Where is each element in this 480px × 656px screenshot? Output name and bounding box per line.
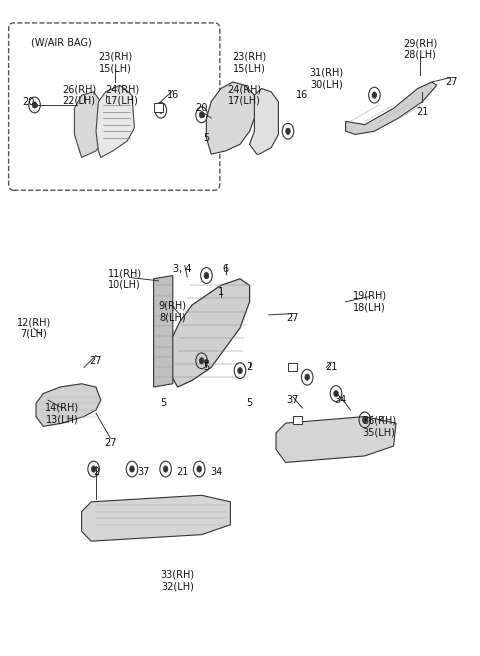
- Polygon shape: [82, 495, 230, 541]
- Text: 27: 27: [287, 313, 299, 323]
- Text: 27: 27: [445, 77, 457, 87]
- Text: 29(RH)
28(LH): 29(RH) 28(LH): [403, 39, 437, 60]
- Text: 5: 5: [246, 398, 253, 409]
- Circle shape: [32, 102, 37, 108]
- Text: 5: 5: [203, 362, 210, 373]
- Text: 37: 37: [138, 467, 150, 478]
- Text: (W/AIR BAG): (W/AIR BAG): [31, 37, 92, 48]
- Circle shape: [362, 417, 367, 423]
- Text: 23(RH)
15(LH): 23(RH) 15(LH): [232, 52, 267, 73]
- FancyBboxPatch shape: [9, 23, 220, 190]
- Text: 2: 2: [246, 362, 253, 373]
- Text: 11(RH)
10(LH): 11(RH) 10(LH): [108, 268, 142, 289]
- Text: 24(RH)
17(LH): 24(RH) 17(LH): [228, 85, 262, 106]
- Text: 27: 27: [90, 356, 102, 366]
- Text: 21: 21: [416, 106, 429, 117]
- Polygon shape: [250, 89, 278, 154]
- Polygon shape: [74, 92, 106, 157]
- Circle shape: [163, 466, 168, 472]
- Text: 20: 20: [195, 103, 208, 113]
- Circle shape: [197, 466, 202, 472]
- Text: 6: 6: [223, 264, 228, 274]
- Circle shape: [372, 92, 377, 98]
- Text: 9(RH)
8(LH): 9(RH) 8(LH): [159, 301, 187, 322]
- Polygon shape: [154, 276, 173, 387]
- Polygon shape: [346, 82, 437, 134]
- Text: 24(RH)
17(LH): 24(RH) 17(LH): [106, 85, 140, 106]
- Text: 20: 20: [23, 96, 35, 107]
- Text: 12(RH)
7(LH): 12(RH) 7(LH): [16, 318, 51, 338]
- Circle shape: [158, 107, 163, 113]
- Circle shape: [286, 128, 290, 134]
- Bar: [293, 415, 302, 424]
- Text: 16: 16: [167, 90, 179, 100]
- Circle shape: [130, 466, 134, 472]
- Text: 3, 4: 3, 4: [173, 264, 192, 274]
- Polygon shape: [168, 279, 250, 387]
- Circle shape: [204, 272, 209, 279]
- Text: 21: 21: [176, 467, 189, 478]
- Text: 33(RH)
32(LH): 33(RH) 32(LH): [160, 570, 195, 591]
- Circle shape: [199, 112, 204, 118]
- Text: 27: 27: [104, 438, 117, 448]
- Circle shape: [334, 390, 338, 397]
- Polygon shape: [96, 85, 134, 157]
- Text: 21: 21: [325, 362, 337, 373]
- Text: 2: 2: [93, 467, 99, 478]
- Text: 5: 5: [203, 133, 210, 143]
- Text: 31(RH)
30(LH): 31(RH) 30(LH): [309, 68, 344, 89]
- Circle shape: [305, 374, 310, 380]
- Polygon shape: [276, 417, 396, 462]
- Text: 14(RH)
13(LH): 14(RH) 13(LH): [45, 403, 80, 424]
- Text: 34: 34: [335, 395, 347, 405]
- Bar: [288, 363, 297, 371]
- Bar: [154, 103, 163, 112]
- Text: 26(RH)
22(LH): 26(RH) 22(LH): [62, 85, 96, 106]
- Text: 1: 1: [218, 287, 224, 297]
- Polygon shape: [206, 82, 257, 154]
- Circle shape: [238, 367, 242, 374]
- Text: 36(RH)
35(LH): 36(RH) 35(LH): [362, 416, 396, 437]
- Circle shape: [199, 358, 204, 364]
- Text: 37: 37: [287, 395, 299, 405]
- Text: 5: 5: [160, 398, 167, 409]
- Text: 19(RH)
18(LH): 19(RH) 18(LH): [352, 291, 387, 312]
- Text: 23(RH)
15(LH): 23(RH) 15(LH): [98, 52, 132, 73]
- Text: 34: 34: [210, 467, 222, 478]
- Polygon shape: [36, 384, 101, 426]
- Text: 16: 16: [296, 90, 309, 100]
- Circle shape: [91, 466, 96, 472]
